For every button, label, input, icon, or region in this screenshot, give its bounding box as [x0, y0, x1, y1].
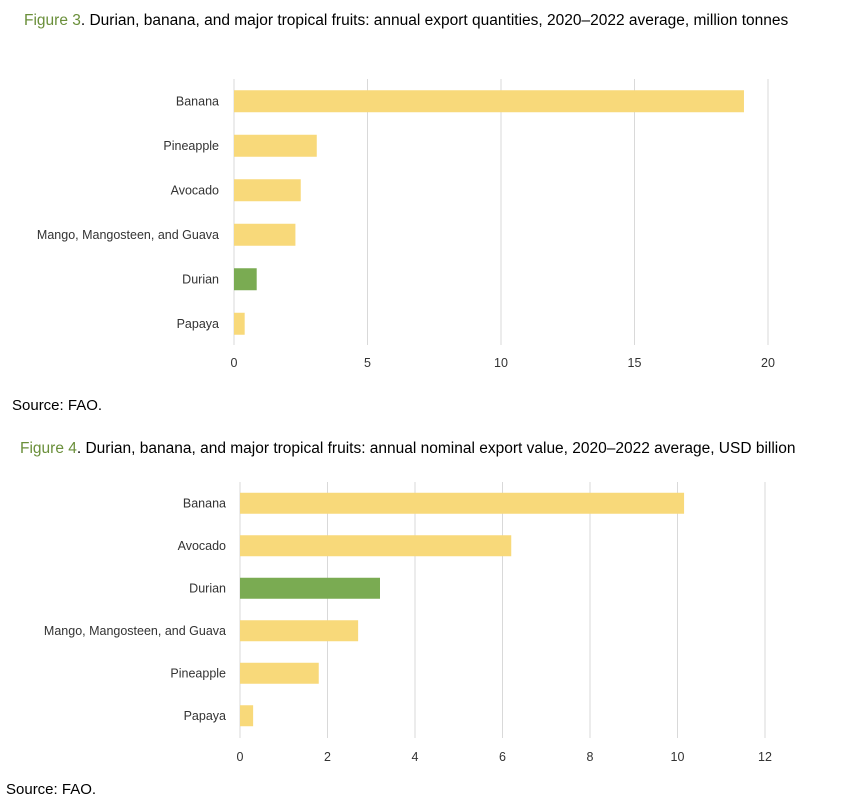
x-tick-label: 8 [587, 750, 594, 764]
category-label: Durian [182, 272, 219, 286]
figure-4-caption-text: . Durian, banana, and major tropical fru… [76, 440, 796, 457]
figure-4-bar-chart: Banana Avocado Durian Mango, Mangosteen, an… [44, 482, 772, 764]
x-tick-label: 12 [758, 750, 772, 764]
category-label: Papaya [177, 317, 219, 331]
figure-3-bar-chart: Banana Pineapple Avocado Mango, Mangosteen,… [37, 79, 775, 370]
bar-durian [240, 577, 380, 599]
x-tick-label: 2 [324, 750, 331, 764]
bar-mango-mangosteen-and-guava [234, 223, 296, 246]
x-tick-label: 0 [231, 356, 238, 370]
x-tick-label: 5 [364, 356, 371, 370]
category-label: Mango, Mangosteen, and Guava [37, 228, 219, 242]
figure-3-caption-text: . Durian, banana, and major tropical fru… [80, 12, 789, 29]
category-label: Avocado [178, 539, 226, 553]
category-label: Durian [189, 581, 226, 595]
category-label: Avocado [171, 183, 219, 197]
figure-4-label: Figure 4 [20, 440, 77, 457]
figure-3-source: Source: FAO. [12, 397, 103, 414]
x-tick-label: 20 [761, 356, 775, 370]
category-label: Papaya [184, 709, 226, 723]
x-tick-label: 6 [499, 750, 506, 764]
bar-pineapple [234, 134, 317, 157]
bar-durian [234, 268, 257, 291]
x-tick-label: 0 [237, 750, 244, 764]
x-tick-label: 10 [494, 356, 508, 370]
figure-3-caption: Figure 3. Durian, banana, and major trop… [24, 10, 820, 32]
bar-avocado [234, 179, 301, 202]
x-tick-label: 4 [412, 750, 419, 764]
category-label: Mango, Mangosteen, and Guava [44, 624, 226, 638]
bar-banana [240, 492, 685, 514]
bar-pineapple [240, 662, 319, 684]
bar-papaya [240, 705, 254, 727]
bar-avocado [240, 535, 512, 557]
figure-4-caption: Figure 4. Durian, banana, and major trop… [20, 438, 850, 460]
x-tick-label: 15 [628, 356, 642, 370]
bar-papaya [234, 312, 245, 335]
category-label: Pineapple [170, 666, 226, 680]
x-tick-label: 10 [671, 750, 685, 764]
category-label: Banana [176, 94, 219, 108]
category-label: Banana [183, 496, 226, 510]
bar-mango-mangosteen-and-guava [240, 620, 359, 642]
figure-4-source: Source: FAO. [6, 781, 97, 798]
bar-banana [234, 90, 744, 113]
category-label: Pineapple [163, 139, 219, 153]
figure-3-label: Figure 3 [24, 12, 81, 29]
